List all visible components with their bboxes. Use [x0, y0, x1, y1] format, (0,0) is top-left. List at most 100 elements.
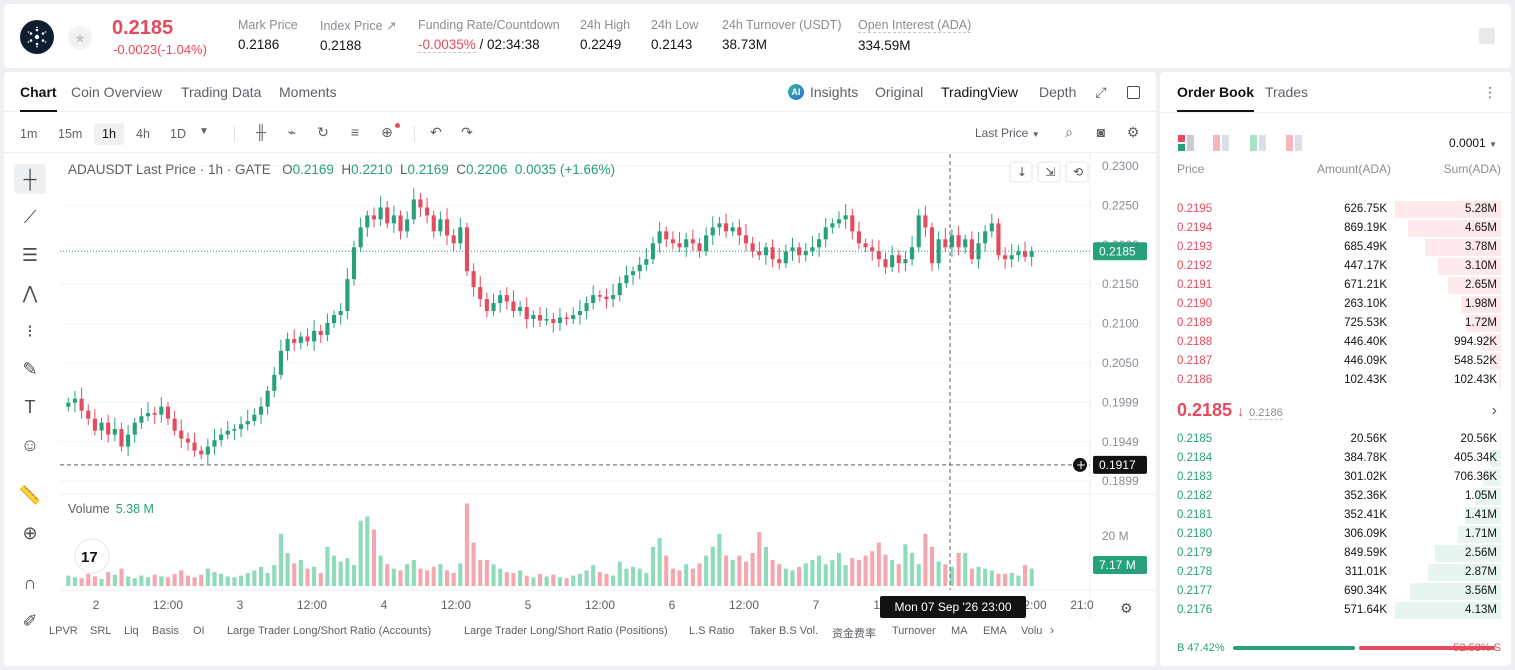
- redo-icon[interactable]: ↷: [461, 124, 473, 140]
- bid-row[interactable]: 0.2183 301.02K 706.36K: [1160, 468, 1511, 487]
- legend-l-label: L: [399, 162, 408, 177]
- ask-row[interactable]: 0.2187 446.09K 548.52K: [1160, 352, 1511, 371]
- bid-row[interactable]: 0.2178 311.01K 2.87M: [1160, 563, 1511, 582]
- expand-icon[interactable]: ⤢: [1095, 84, 1107, 100]
- indicator-turnover[interactable]: Turnover: [892, 625, 936, 637]
- indicator-lpvr[interactable]: LPVR: [49, 625, 78, 637]
- bid-row[interactable]: 0.2182 352.36K 1.05M: [1160, 487, 1511, 506]
- timeframe-dropdown-icon[interactable]: ▼: [199, 126, 209, 137]
- ask-row[interactable]: 0.2191 671.21K 2.65M: [1160, 276, 1511, 295]
- indicator-ls-ratio[interactable]: L.S Ratio: [689, 625, 735, 637]
- price-type-select[interactable]: Last Price ▼: [975, 126, 1040, 140]
- volume-bar: [597, 572, 602, 586]
- tab-moments[interactable]: Moments: [279, 84, 337, 100]
- lock-drawing-icon[interactable]: ✐: [22, 611, 38, 631]
- last-price: 0.2185: [112, 17, 174, 39]
- ask-row[interactable]: 0.2190 263.10K 1.98M: [1160, 295, 1511, 314]
- indicator-volume[interactable]: Volu: [1021, 625, 1043, 637]
- indicator-ma[interactable]: MA: [951, 625, 968, 637]
- bid-row[interactable]: 0.2185 20.56K 20.56K: [1160, 430, 1511, 449]
- crosshair-icon[interactable]: ┼: [14, 164, 46, 194]
- view-insights[interactable]: Insights: [810, 84, 859, 100]
- camera-icon[interactable]: ◙: [1096, 124, 1106, 140]
- bid-row[interactable]: 0.2177 690.34K 3.56M: [1160, 582, 1511, 601]
- settings-gear-icon[interactable]: ⚙: [1126, 124, 1140, 140]
- indicator-oi[interactable]: OI: [193, 625, 205, 637]
- fib-icon[interactable]: ⁝: [27, 321, 33, 341]
- bid-row[interactable]: 0.2180 306.09K 1.71M: [1160, 525, 1511, 544]
- add-indicator-icon[interactable]: ⊕: [381, 124, 393, 140]
- templates-icon[interactable]: ≡: [350, 124, 360, 140]
- timeframe-1h[interactable]: 1h: [94, 123, 124, 145]
- timeframe-15m[interactable]: 15m: [58, 127, 83, 141]
- candlestick-chart[interactable]: 0.23000.22500.22000.21500.21000.20500.19…: [60, 154, 1156, 620]
- chevron-right-icon[interactable]: ›: [1491, 402, 1497, 419]
- view-asks-icon[interactable]: [1213, 135, 1229, 151]
- bid-row[interactable]: 0.2184 384.78K 405.34K: [1160, 449, 1511, 468]
- view-depth[interactable]: Depth: [1039, 84, 1077, 100]
- emoji-icon[interactable]: ☺: [20, 435, 40, 455]
- bid-sum: 2.56M: [1465, 547, 1497, 559]
- candle-type-icon[interactable]: ╫: [256, 124, 266, 140]
- bid-row[interactable]: 0.2176 571.64K 4.13M: [1160, 601, 1511, 620]
- stat-index-price[interactable]: Index Price ↗ 0.2188: [320, 18, 396, 53]
- view-asks-alt-icon[interactable]: [1286, 135, 1302, 151]
- ask-row[interactable]: 0.2188 446.40K 994.92K: [1160, 333, 1511, 352]
- timeframe-1m[interactable]: 1m: [20, 127, 38, 141]
- tab-trading-data[interactable]: Trading Data: [181, 84, 262, 100]
- more-options-icon[interactable]: ⋮: [1483, 84, 1497, 100]
- text-tool-icon[interactable]: T: [24, 397, 36, 417]
- tab-chart[interactable]: Chart: [20, 84, 57, 112]
- chevron-right-icon[interactable]: ›: [1050, 623, 1054, 637]
- ask-row[interactable]: 0.2193 685.49K 3.78M: [1160, 238, 1511, 257]
- view-both-icon[interactable]: [1178, 135, 1194, 151]
- precision-select[interactable]: 0.0001 ▼: [1449, 136, 1497, 150]
- tab-order-book[interactable]: Order Book: [1177, 84, 1255, 112]
- refresh-icon[interactable]: ↻: [317, 124, 329, 140]
- magnet-icon[interactable]: ∩: [23, 573, 37, 593]
- indicator-ema[interactable]: EMA: [983, 625, 1007, 637]
- view-bids-icon[interactable]: [1250, 135, 1266, 151]
- horizontal-lines-icon[interactable]: ☰: [21, 245, 39, 265]
- volume-bar: [956, 552, 961, 586]
- mid-price[interactable]: 0.2185 ↓ 0.2186: [1177, 400, 1283, 421]
- favorite-star-icon[interactable]: ★: [68, 26, 92, 50]
- search-icon[interactable]: ⌕: [1065, 124, 1073, 140]
- ruler-icon[interactable]: 📏: [18, 485, 42, 505]
- indicator-ls-positions[interactable]: Large Trader Long/Short Ratio (Positions…: [464, 625, 668, 637]
- bid-row[interactable]: 0.2181 352.41K 1.41M: [1160, 506, 1511, 525]
- timeframe-1d[interactable]: 1D: [170, 127, 186, 141]
- sell-ratio: 52.58% S: [1453, 642, 1501, 654]
- ask-row[interactable]: 0.2186 102.43K 102.43K: [1160, 371, 1511, 390]
- indicator-basis[interactable]: Basis: [152, 625, 179, 637]
- guide-book-icon[interactable]: [1479, 28, 1495, 44]
- indicator-ls-accounts[interactable]: Large Trader Long/Short Ratio (Accounts): [227, 625, 432, 637]
- timeframe-4h[interactable]: 4h: [136, 127, 150, 141]
- indicator-funding-rate[interactable]: 资金费率: [832, 628, 876, 640]
- ask-row[interactable]: 0.2189 725.53K 1.72M: [1160, 314, 1511, 333]
- ask-row[interactable]: 0.2194 869.19K 4.65M: [1160, 219, 1511, 238]
- indicator-srl[interactable]: SRL: [90, 625, 112, 637]
- tab-trades[interactable]: Trades: [1265, 84, 1309, 100]
- depth-bar: [1498, 372, 1501, 389]
- ask-row[interactable]: 0.2195 626.75K 5.28M: [1160, 200, 1511, 219]
- zoom-in-icon[interactable]: ⊕: [22, 523, 38, 543]
- ask-row[interactable]: 0.2192 447.17K 3.10M: [1160, 257, 1511, 276]
- fullscreen-icon[interactable]: [1127, 86, 1140, 99]
- view-original[interactable]: Original: [875, 84, 924, 100]
- bid-row[interactable]: 0.2179 849.59K 2.56M: [1160, 544, 1511, 563]
- trend-line-icon[interactable]: ⟋: [23, 207, 37, 227]
- candle-body: [883, 259, 888, 268]
- candle-body: [312, 330, 317, 342]
- bid-amount: 352.36K: [1344, 490, 1387, 502]
- brush-icon[interactable]: ✎: [22, 359, 38, 379]
- tab-coin-overview[interactable]: Coin Overview: [71, 84, 163, 100]
- view-tradingview[interactable]: TradingView: [941, 84, 1019, 100]
- indicator-liq[interactable]: Liq: [124, 625, 139, 637]
- undo-icon[interactable]: ↶: [430, 124, 442, 140]
- pattern-icon[interactable]: ⋀: [22, 283, 38, 303]
- indicator-taker-vol[interactable]: Taker B.S Vol.: [749, 625, 819, 637]
- indicators-icon[interactable]: ⌁: [287, 124, 297, 140]
- volume-bar: [391, 568, 396, 586]
- volume-bar: [810, 559, 815, 586]
